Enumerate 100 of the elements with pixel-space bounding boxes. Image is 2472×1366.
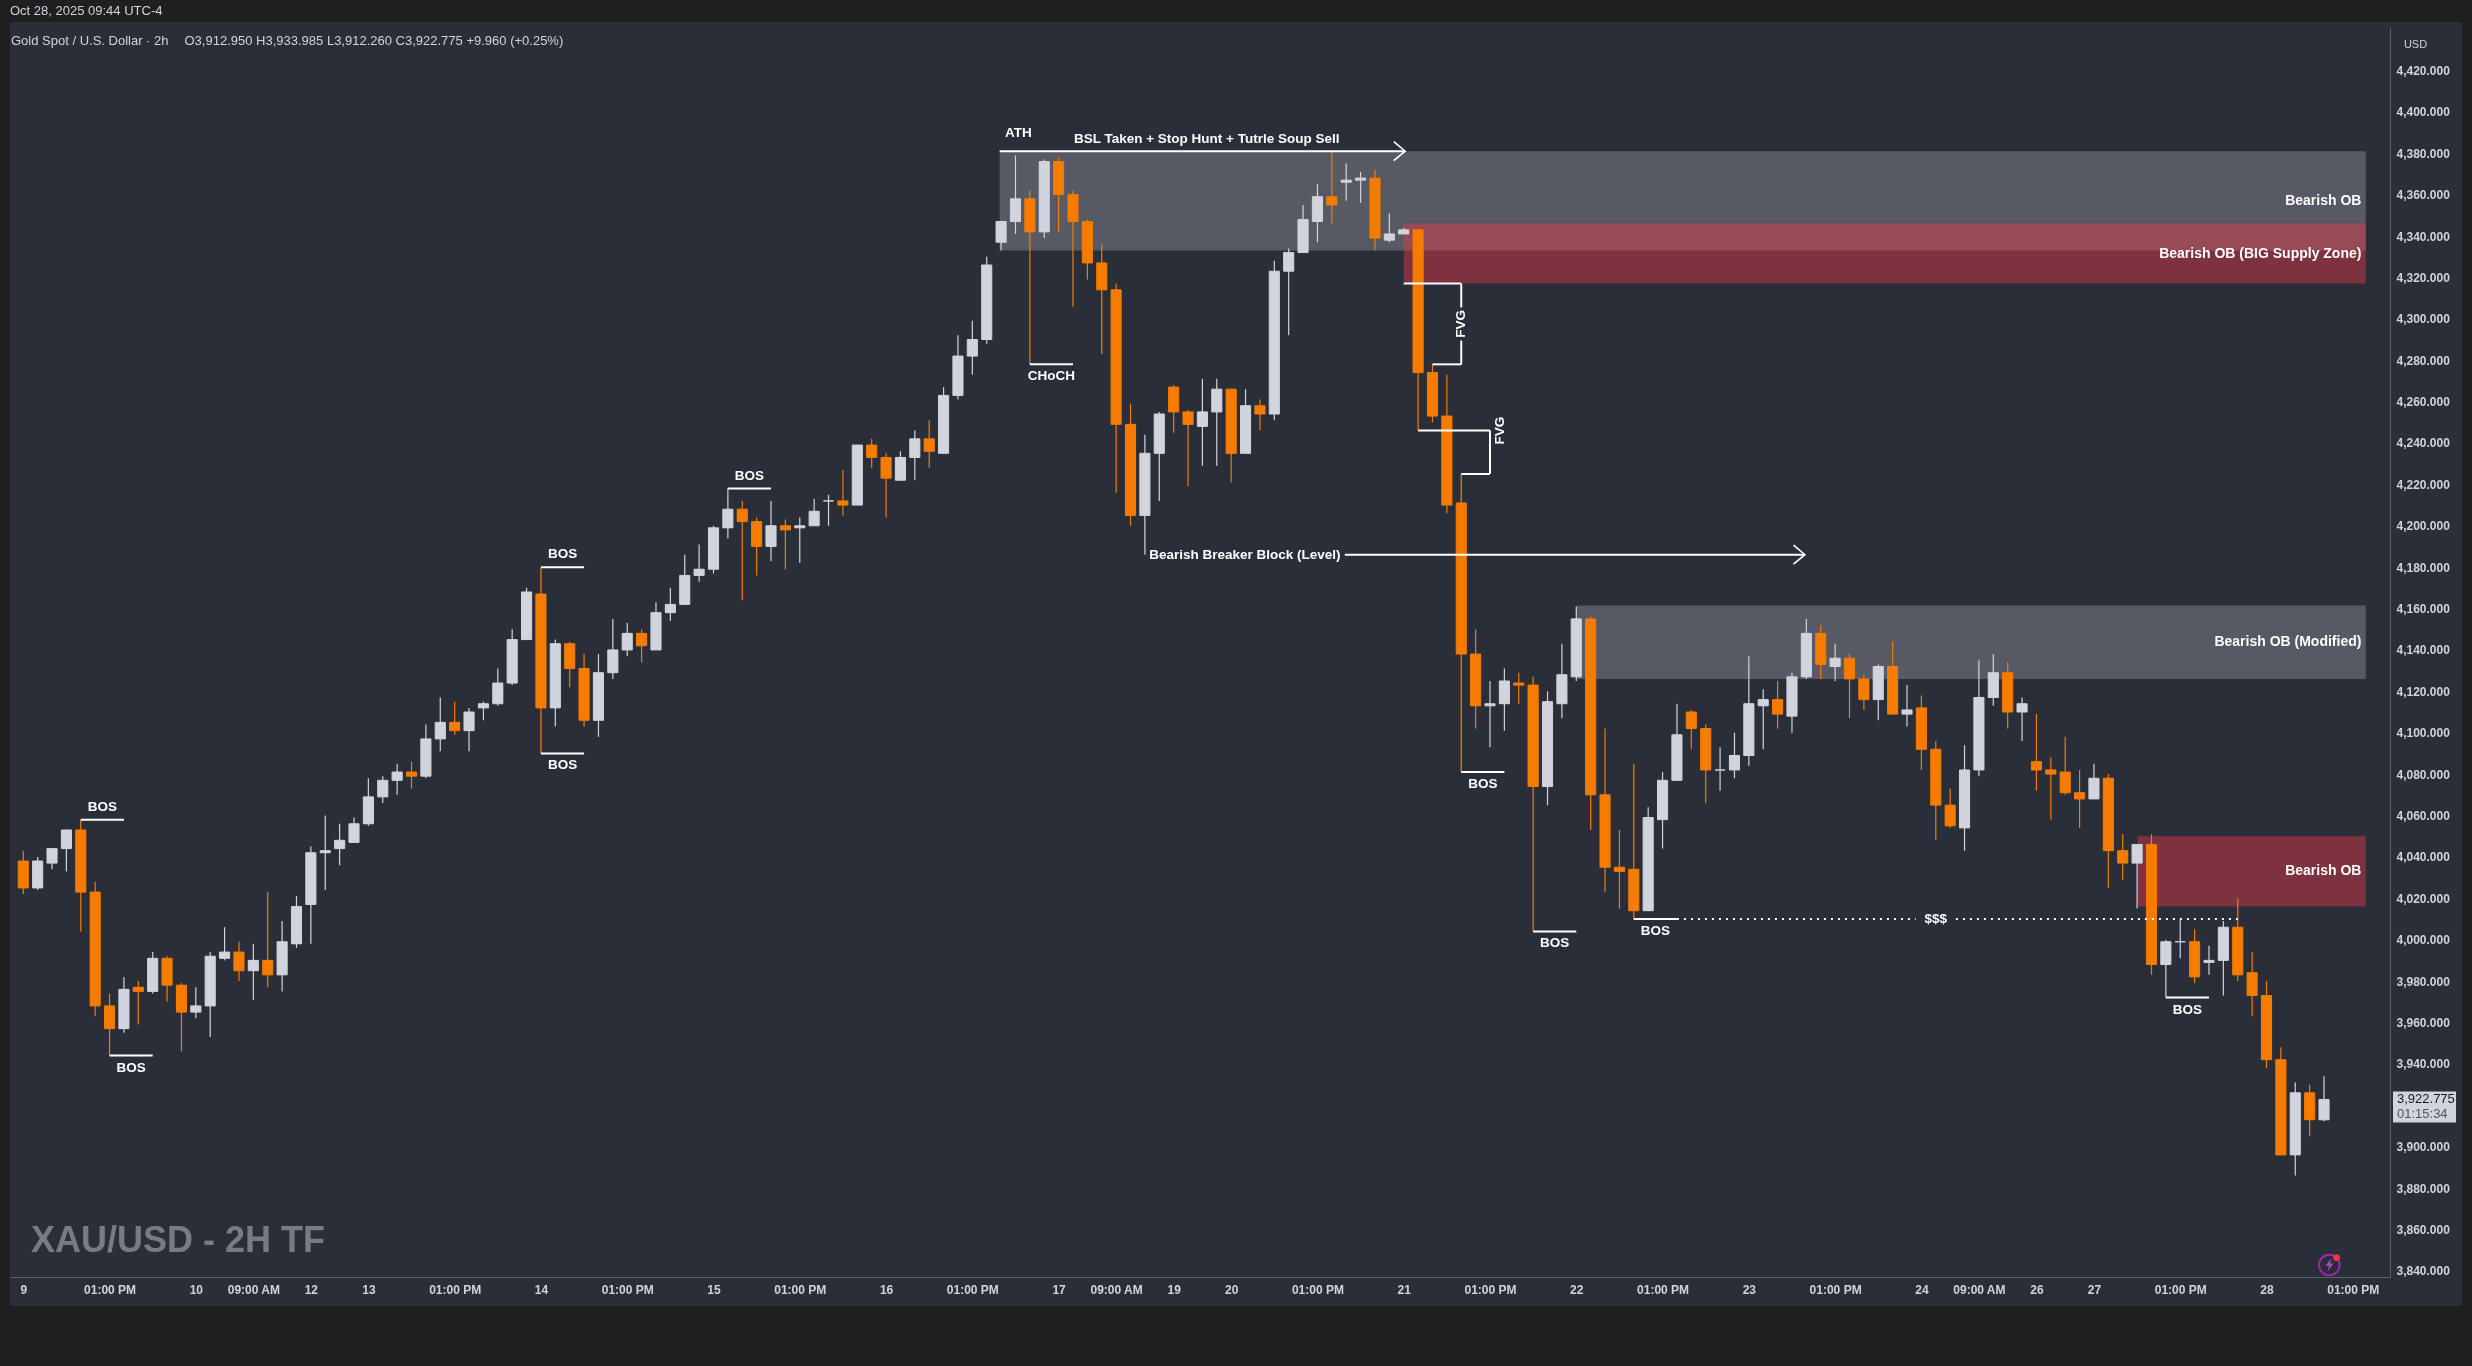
y-tick-label: 3,940.000 xyxy=(2396,1057,2451,1072)
y-tick-label: 4,380.000 xyxy=(2396,146,2451,161)
candlestick xyxy=(1498,667,1510,732)
candlestick xyxy=(2030,713,2042,792)
x-tick-label: 01:00 PM xyxy=(2154,1282,2207,1297)
candlestick xyxy=(348,816,360,843)
y-tick-label: 4,080.000 xyxy=(2396,767,2451,782)
chart-subtitle: O3,912.950 H3,933.985 L3,912.260 C3,922.775 +9.960 (+0.25%) xyxy=(184,33,564,48)
annotation: ATH xyxy=(1004,125,1032,141)
x-tick-label: 12 xyxy=(304,1282,319,1297)
y-tick-label: 4,420.000 xyxy=(2396,63,2451,78)
y-tick-label: 4,140.000 xyxy=(2396,643,2451,658)
candlestick xyxy=(607,618,619,680)
candlestick xyxy=(2088,763,2100,800)
candlestick xyxy=(434,696,446,752)
band-label: Bearish OB xyxy=(2285,191,2362,208)
y-tick-label: 4,280.000 xyxy=(2396,353,2451,368)
candlestick xyxy=(1513,672,1525,705)
y-tick-label: 3,880.000 xyxy=(2396,1181,2451,1196)
y-tick-label: 4,360.000 xyxy=(2396,188,2451,203)
annotation: BOS xyxy=(547,757,578,773)
y-tick-label: 4,340.000 xyxy=(2396,229,2451,244)
candlestick xyxy=(377,775,389,804)
candlestick xyxy=(1685,709,1697,750)
x-tick-label: 23 xyxy=(1742,1282,1757,1297)
candlestick xyxy=(2174,918,2186,959)
candlestick xyxy=(794,516,806,564)
chart-title: Gold Spot / U.S. Dollar · 2h xyxy=(11,33,169,48)
ref-line-label: BSL Taken + Stop Hunt + Tutrle Soup Sell xyxy=(1073,131,1340,147)
y-tick-label: 3,860.000 xyxy=(2396,1222,2451,1237)
candlestick xyxy=(449,701,461,736)
x-tick-label: 28 xyxy=(2260,1282,2274,1297)
y-tick-label: 4,120.000 xyxy=(2396,684,2451,699)
annotation: BOS xyxy=(1540,935,1570,951)
candlestick xyxy=(837,469,849,517)
candlestick xyxy=(1484,680,1496,748)
candlestick xyxy=(1843,653,1856,719)
x-tick-label: 01:00 PM xyxy=(1464,1282,1517,1297)
candlestick xyxy=(664,587,676,622)
candlestick xyxy=(1383,212,1395,243)
y-tick-label: 4,260.000 xyxy=(2396,395,2451,410)
candlestick xyxy=(966,320,978,376)
y-tick-label: 4,000.000 xyxy=(2396,933,2451,948)
candlestick xyxy=(2246,951,2258,1017)
candlestick xyxy=(693,543,705,583)
y-tick-label: 4,100.000 xyxy=(2396,726,2451,741)
candlestick xyxy=(2074,769,2086,829)
y-tick-label: 4,220.000 xyxy=(2396,477,2451,492)
candlestick xyxy=(2131,843,2143,910)
x-tick-label: 01:00 PM xyxy=(1291,1282,1344,1297)
y-tick-label: 4,040.000 xyxy=(2396,850,2451,865)
candlestick xyxy=(46,848,58,870)
x-tick-label: 01:00 PM xyxy=(84,1282,137,1297)
x-tick-label: 01:00 PM xyxy=(601,1282,654,1297)
candlestick xyxy=(779,518,791,570)
candlestick xyxy=(866,438,878,469)
candlestick xyxy=(808,498,820,527)
y-tick-label: 4,020.000 xyxy=(2396,891,2451,906)
annotation: BOS xyxy=(1468,776,1498,792)
candlestick xyxy=(2203,945,2215,976)
x-tick-label: 01:00 PM xyxy=(2327,1282,2380,1297)
candlestick xyxy=(880,452,892,519)
x-tick-label: 01:00 PM xyxy=(946,1282,999,1297)
candlestick xyxy=(1714,746,1726,792)
candlestick xyxy=(60,829,72,872)
annotation: XAU/USD - 2H TF xyxy=(31,1219,326,1260)
candlestick xyxy=(2117,833,2129,881)
candlestick xyxy=(334,823,346,866)
ref-line-label: $$$ xyxy=(1924,910,1948,926)
candlestick xyxy=(1009,154,1022,235)
candlestick xyxy=(894,450,906,481)
y-tick-label: 4,320.000 xyxy=(2396,270,2451,285)
candlestick xyxy=(405,761,418,790)
candlestick xyxy=(2016,696,2028,742)
x-tick-label: 09:00 AM xyxy=(227,1282,280,1297)
annotation: BOS xyxy=(734,467,765,483)
candlestick xyxy=(1772,680,1784,730)
candlestick xyxy=(995,220,1007,252)
candlestick xyxy=(319,814,331,891)
x-tick-label: 09:00 AM xyxy=(1090,1282,1143,1297)
ref-line-label: FVG xyxy=(1492,416,1508,445)
band-label: Bearish OB (BIG Supply Zone) xyxy=(2159,244,2362,261)
x-tick-label: 14 xyxy=(534,1282,549,1297)
annotation: BOS xyxy=(547,546,578,562)
candlestick xyxy=(2160,939,2172,999)
candlestick xyxy=(1944,787,1956,829)
y-tick-label: 4,060.000 xyxy=(2396,808,2451,823)
candlestick xyxy=(1211,378,1223,467)
text: Oct 28, 2025 09:44 UTC-4 xyxy=(10,3,163,18)
y-tick-label: 3,960.000 xyxy=(2396,1015,2451,1030)
y-tick-label: 4,300.000 xyxy=(2396,312,2451,327)
candlestick xyxy=(233,941,245,982)
candlestick xyxy=(1858,674,1870,711)
x-tick-label: 9 xyxy=(20,1282,28,1297)
candlestick xyxy=(1829,643,1841,682)
band-label: Bearish OB (Modified) xyxy=(2214,633,2362,650)
candlestick xyxy=(2318,1075,2330,1122)
y-tick-label: 4,240.000 xyxy=(2396,436,2451,451)
candlestick xyxy=(722,487,734,539)
candlestick xyxy=(1182,409,1194,488)
